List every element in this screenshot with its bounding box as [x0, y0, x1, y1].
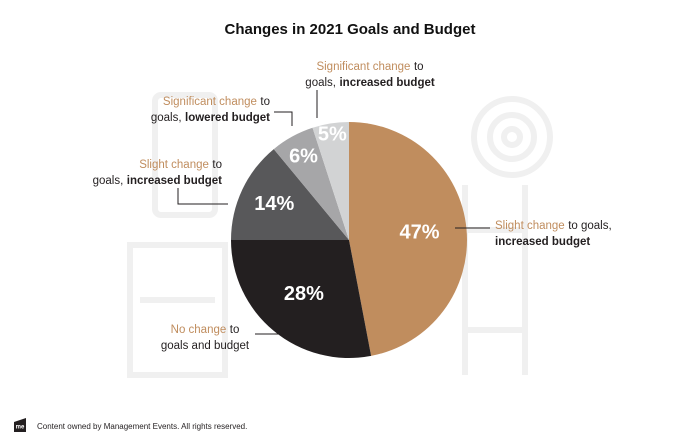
category-label-part: goals, [151, 112, 182, 124]
category-label-part: increased budget [339, 77, 434, 89]
background-decoration [127, 92, 553, 378]
footer-text: Content owned by Management Events. All … [37, 422, 247, 431]
category-label-part: Slight change [495, 220, 565, 232]
leader-line [177, 188, 228, 205]
category-label-part: to goals, [568, 220, 611, 232]
pie-slice [312, 122, 349, 240]
chart-title: Changes in 2021 Goals and Budget [225, 21, 476, 38]
leader-line [255, 306, 298, 335]
category-label-part: to [212, 159, 222, 171]
category-label: Significant change to [316, 61, 423, 73]
pie-slice [273, 127, 349, 240]
category-label: goals and budget [161, 340, 250, 352]
category-label-part: goals and budget [161, 340, 250, 352]
category-label-part: increased budget [495, 236, 590, 248]
value-label: 28% [284, 283, 324, 305]
category-label-part: increased budget [127, 175, 222, 187]
category-label-part: Slight change [139, 159, 209, 171]
category-label-part: Significant change [163, 96, 257, 108]
category-label-part: lowered budget [185, 112, 270, 124]
value-label: 47% [399, 222, 439, 244]
category-label-part: goals, [305, 77, 336, 89]
category-label: No change to [171, 324, 240, 336]
value-label: 6% [289, 146, 318, 168]
footer-logo-shape [14, 418, 26, 432]
category-label: goals, increased budget [93, 175, 223, 187]
value-label: 14% [254, 193, 294, 215]
category-label: Slight change to goals, [495, 220, 612, 232]
pie-slice [231, 149, 349, 240]
leader-line [274, 111, 293, 126]
footer: me Content owned by Management Events. A… [14, 418, 247, 432]
category-label: goals, lowered budget [151, 112, 270, 124]
category-label: goals, increased budget [305, 77, 435, 89]
category-label-part: goals, [93, 175, 124, 187]
category-label-part: No change [171, 324, 227, 336]
value-label: 5% [318, 123, 347, 145]
category-label: increased budget [495, 236, 590, 248]
category-label: Slight change to [139, 159, 222, 171]
category-label-part: to [230, 324, 240, 336]
pie-slice [231, 240, 372, 358]
pie-slice [349, 122, 467, 356]
footer-logo: me [16, 425, 25, 431]
category-label-part: to [260, 96, 270, 108]
category-label-part: to [414, 61, 424, 73]
category-label: Significant change to [163, 96, 270, 108]
category-label-part: Significant change [316, 61, 410, 73]
